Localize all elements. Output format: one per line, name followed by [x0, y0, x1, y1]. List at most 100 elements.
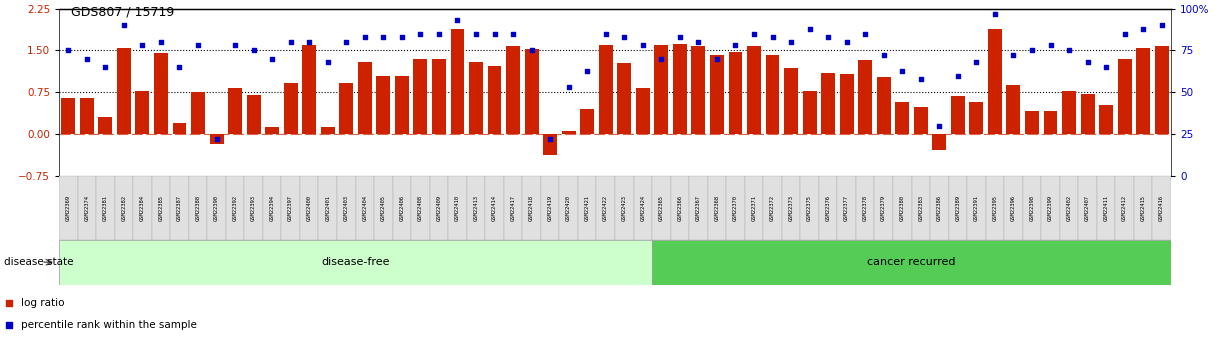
- Bar: [77, 176, 96, 240]
- Bar: [355, 176, 374, 240]
- Point: [355, 34, 375, 40]
- Bar: [319, 176, 337, 240]
- Bar: [487, 66, 502, 134]
- Point: [411, 31, 430, 37]
- Point: [151, 39, 171, 45]
- Point: [689, 39, 708, 45]
- Bar: [967, 176, 985, 240]
- Bar: [895, 102, 909, 134]
- Text: GSM22422: GSM22422: [603, 195, 608, 221]
- Bar: [284, 83, 298, 134]
- Point: [485, 31, 504, 37]
- Bar: [877, 77, 891, 134]
- Point: [392, 34, 412, 40]
- Bar: [411, 176, 429, 240]
- Point: [670, 34, 690, 40]
- Text: GSM22389: GSM22389: [956, 195, 961, 221]
- Bar: [617, 63, 631, 134]
- Bar: [1042, 176, 1060, 240]
- Bar: [1006, 85, 1021, 134]
- Bar: [191, 92, 205, 134]
- Bar: [840, 74, 854, 134]
- Bar: [560, 176, 578, 240]
- Bar: [466, 176, 486, 240]
- Point: [1133, 26, 1153, 31]
- Text: GSM22402: GSM22402: [1066, 195, 1071, 221]
- Text: GSM22421: GSM22421: [584, 195, 589, 221]
- Bar: [856, 176, 875, 240]
- Bar: [96, 176, 114, 240]
- Text: GSM22396: GSM22396: [1011, 195, 1016, 221]
- Bar: [429, 176, 448, 240]
- Bar: [1134, 176, 1153, 240]
- Bar: [1004, 176, 1022, 240]
- Text: GSM22393: GSM22393: [251, 195, 256, 221]
- Point: [207, 136, 226, 142]
- Point: [652, 56, 672, 61]
- Bar: [1079, 176, 1097, 240]
- Point: [1004, 53, 1023, 58]
- Text: GSM22406: GSM22406: [400, 195, 405, 221]
- Bar: [636, 88, 649, 134]
- Point: [615, 34, 635, 40]
- Bar: [1097, 176, 1116, 240]
- Text: disease-free: disease-free: [321, 257, 390, 267]
- Text: GSM22395: GSM22395: [993, 195, 998, 221]
- Bar: [114, 176, 133, 240]
- Text: GSM22404: GSM22404: [363, 195, 368, 221]
- Point: [595, 31, 615, 37]
- Text: GSM22388: GSM22388: [196, 195, 200, 221]
- Text: GSM22376: GSM22376: [825, 195, 830, 221]
- Bar: [689, 176, 707, 240]
- Bar: [469, 62, 483, 134]
- Point: [262, 56, 282, 61]
- Point: [1041, 43, 1060, 48]
- Text: GSM22374: GSM22374: [85, 195, 90, 221]
- Text: GSM22411: GSM22411: [1103, 195, 1108, 221]
- Bar: [1061, 91, 1076, 134]
- Point: [818, 34, 838, 40]
- Bar: [1060, 176, 1079, 240]
- Point: [1059, 48, 1079, 53]
- Point: [1077, 59, 1097, 65]
- Bar: [652, 240, 1171, 285]
- Bar: [578, 176, 597, 240]
- Bar: [504, 176, 523, 240]
- Bar: [170, 176, 188, 240]
- Bar: [1081, 94, 1095, 134]
- Bar: [1137, 48, 1150, 134]
- Text: GSM22383: GSM22383: [919, 195, 924, 221]
- Point: [317, 59, 337, 65]
- Bar: [321, 127, 335, 134]
- Bar: [1155, 46, 1168, 134]
- Bar: [728, 51, 743, 134]
- Bar: [914, 107, 927, 134]
- Text: GSM22413: GSM22413: [474, 195, 478, 221]
- Text: disease state: disease state: [4, 257, 74, 267]
- Bar: [226, 176, 245, 240]
- Bar: [819, 176, 838, 240]
- Point: [726, 43, 745, 48]
- Bar: [151, 176, 170, 240]
- Bar: [523, 176, 541, 240]
- Bar: [395, 76, 408, 134]
- Bar: [541, 176, 560, 240]
- Bar: [932, 134, 946, 150]
- Text: GSM22390: GSM22390: [214, 195, 219, 221]
- Bar: [784, 68, 798, 134]
- Bar: [859, 60, 872, 134]
- Text: GSM22424: GSM22424: [641, 195, 646, 221]
- Point: [930, 123, 950, 128]
- Bar: [633, 176, 652, 240]
- Text: GSM22365: GSM22365: [659, 195, 664, 221]
- Bar: [951, 96, 964, 134]
- Bar: [691, 46, 705, 134]
- Bar: [803, 91, 817, 134]
- Point: [133, 43, 153, 48]
- Bar: [726, 176, 744, 240]
- Text: GSM22414: GSM22414: [492, 195, 497, 221]
- Text: GSM22401: GSM22401: [325, 195, 330, 221]
- Point: [911, 76, 931, 82]
- Bar: [59, 176, 77, 240]
- Bar: [744, 176, 764, 240]
